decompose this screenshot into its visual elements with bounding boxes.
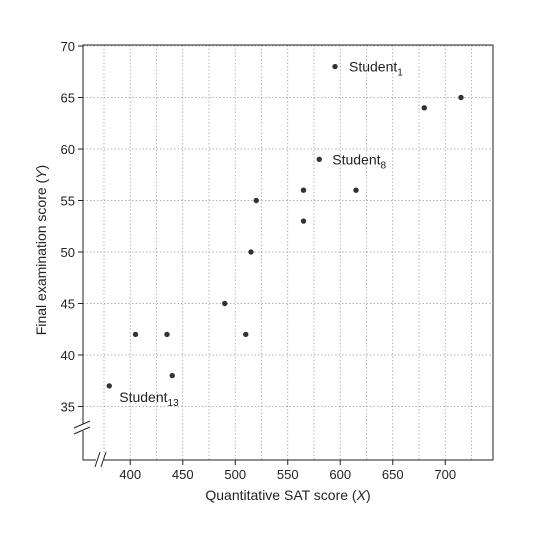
y-tick-label: 70	[61, 39, 75, 54]
data-points	[106, 63, 464, 389]
x-tick-label: 400	[119, 467, 141, 482]
data-point	[316, 156, 322, 162]
y-tick-label: 65	[61, 91, 75, 106]
data-point	[164, 331, 170, 338]
data-point	[300, 218, 307, 224]
annotations: Student1 Student8 Student13	[119, 59, 403, 409]
axis-breaks	[73, 420, 107, 468]
y-axis-break-gap	[75, 424, 91, 431]
point-annotation: Student13	[119, 389, 179, 409]
data-point	[253, 197, 259, 204]
data-point	[106, 383, 112, 389]
data-point	[222, 300, 228, 307]
y-tick-label: 40	[61, 348, 75, 363]
x-tick-label: 700	[434, 467, 456, 482]
y-tick-label: 45	[61, 297, 75, 312]
data-point	[458, 94, 464, 101]
data-point	[169, 372, 175, 379]
x-axis-break-mark	[94, 451, 101, 468]
x-axis-title: Quantitative SAT score (X)	[205, 487, 370, 503]
x-tick-label: 500	[224, 467, 246, 482]
y-tick-label: 35	[61, 400, 75, 415]
x-tick-label: 650	[382, 467, 404, 482]
x-tick-label: 600	[329, 467, 351, 482]
y-tick-label: 55	[61, 194, 75, 209]
x-tick-label: 450	[172, 467, 194, 482]
y-axis-title: Final examination score (Y)	[33, 165, 49, 335]
data-point	[243, 331, 249, 338]
data-point	[300, 187, 307, 193]
x-tick-label: 550	[277, 467, 299, 482]
x-axis-break-mark	[100, 451, 107, 468]
point-annotation: Student1	[349, 59, 403, 79]
y-axis-break-mark	[73, 426, 91, 435]
data-point	[332, 63, 338, 70]
x-axis-break-gap	[96, 452, 104, 468]
data-point	[353, 187, 359, 193]
data-point	[248, 249, 254, 255]
point-annotation: Student8	[332, 151, 386, 171]
axis-ticks: 400 450 500 550 600 650 700 35 40 45 50 55 60 65 70	[61, 39, 457, 482]
data-point	[421, 105, 427, 111]
y-tick-label: 50	[61, 245, 75, 260]
y-tick-label: 60	[61, 142, 75, 157]
y-axis-break-mark	[73, 420, 91, 429]
grid	[83, 45, 493, 460]
data-point	[132, 331, 139, 338]
